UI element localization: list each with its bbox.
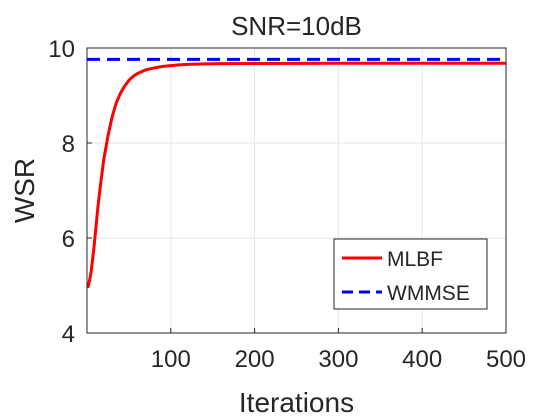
x-tick-label: 300 <box>318 346 358 373</box>
legend-box <box>333 238 488 310</box>
y-axis-label: WSR <box>9 158 40 223</box>
y-tick-label: 6 <box>62 226 75 253</box>
x-tick-label: 400 <box>402 346 442 373</box>
x-tick-label: 100 <box>151 346 191 373</box>
x-tick-label: 500 <box>486 346 526 373</box>
y-tick-label: 10 <box>48 36 75 63</box>
x-tick-label: 200 <box>235 346 275 373</box>
legend-label-wmmse: WMMSE <box>387 282 470 305</box>
series-line-mlbf <box>86 61 506 289</box>
series-layer <box>86 57 506 289</box>
chart-title: SNR=10dB <box>231 11 362 41</box>
tick-layer: 100 200 300 400 500 4 6 8 10 <box>48 36 526 373</box>
legend: MLBF WMMSE <box>333 238 488 310</box>
y-tick-label: 4 <box>62 321 75 348</box>
y-tick-label: 8 <box>62 131 75 158</box>
legend-label-mlbf: MLBF <box>387 248 443 271</box>
x-axis-label: Iterations <box>239 387 354 418</box>
axes-frame <box>86 47 507 334</box>
